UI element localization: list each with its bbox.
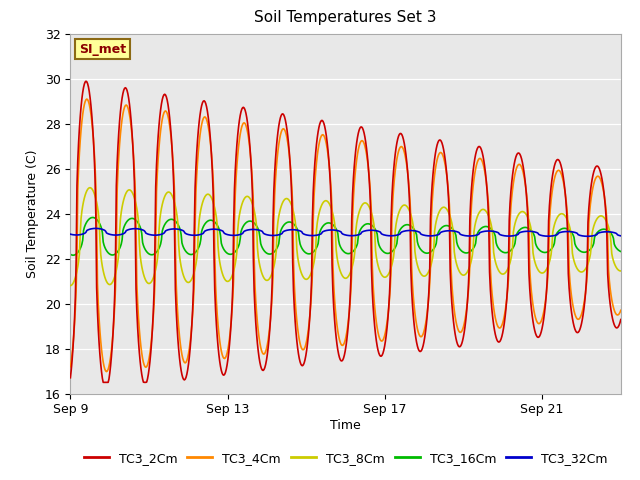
Title: Soil Temperatures Set 3: Soil Temperatures Set 3 xyxy=(254,11,437,25)
Y-axis label: Soil Temperature (C): Soil Temperature (C) xyxy=(26,149,39,278)
Legend: TC3_2Cm, TC3_4Cm, TC3_8Cm, TC3_16Cm, TC3_32Cm: TC3_2Cm, TC3_4Cm, TC3_8Cm, TC3_16Cm, TC3… xyxy=(79,447,612,469)
Text: SI_met: SI_met xyxy=(79,43,126,56)
X-axis label: Time: Time xyxy=(330,419,361,432)
